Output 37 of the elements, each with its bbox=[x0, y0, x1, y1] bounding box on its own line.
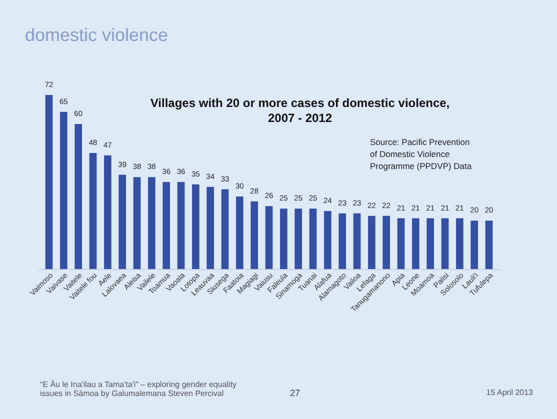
bar bbox=[294, 208, 302, 269]
bar bbox=[265, 206, 273, 269]
bar bbox=[89, 153, 97, 269]
bar bbox=[177, 182, 185, 269]
bar bbox=[485, 220, 493, 269]
bar bbox=[192, 184, 200, 269]
bar bbox=[74, 124, 82, 269]
bar bbox=[324, 211, 332, 269]
chart-title: domestic violence bbox=[25, 25, 168, 45]
text: 27 bbox=[290, 388, 300, 398]
bar bbox=[148, 177, 156, 269]
bar bbox=[412, 218, 420, 269]
annotation: Source: Pacific Prevention of Domestic Violence Programme (PPDVP) Data bbox=[370, 137, 472, 171]
bar bbox=[221, 189, 229, 269]
bar bbox=[162, 182, 170, 269]
text: Villages with 20 or more cases of domestic violence, 2007 - 2012 bbox=[150, 96, 450, 125]
bar bbox=[45, 95, 53, 269]
bar bbox=[206, 186, 214, 269]
bar bbox=[250, 201, 258, 269]
bar bbox=[280, 208, 288, 269]
bar bbox=[309, 208, 317, 269]
text: “E Āu le Ina'ilau a Tama'ta'i” – exploring gender equality issues in Sāmoa by Galumalemana Steven Percival bbox=[40, 380, 237, 398]
bar bbox=[236, 196, 244, 269]
bar bbox=[382, 216, 390, 269]
bar bbox=[104, 155, 112, 269]
bar bbox=[118, 174, 126, 269]
bar bbox=[456, 218, 464, 269]
text: 15 April 2013 bbox=[486, 388, 534, 397]
bar bbox=[441, 218, 449, 269]
bar bbox=[426, 218, 434, 269]
bar bbox=[368, 216, 376, 269]
bar bbox=[338, 213, 346, 269]
bar bbox=[470, 220, 478, 269]
bar bbox=[397, 218, 405, 269]
bar bbox=[353, 213, 361, 269]
bar bbox=[60, 112, 68, 269]
bar bbox=[133, 177, 141, 269]
